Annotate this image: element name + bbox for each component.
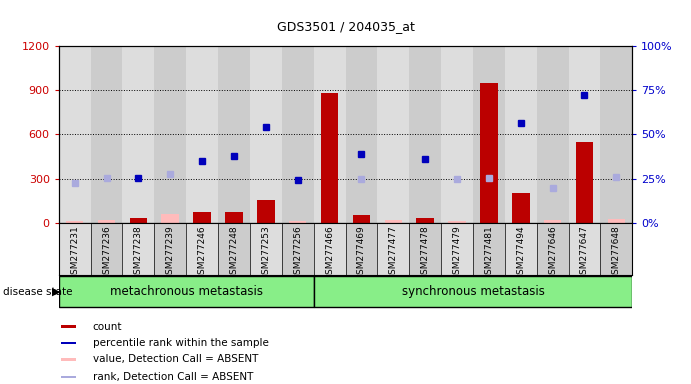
- Bar: [346, 223, 377, 275]
- Bar: [314, 223, 346, 275]
- Bar: [225, 212, 243, 223]
- Bar: [377, 46, 409, 223]
- Bar: [250, 46, 282, 223]
- Bar: [282, 46, 314, 223]
- Bar: [537, 223, 569, 275]
- Text: GSM277246: GSM277246: [198, 225, 207, 280]
- Bar: [257, 200, 274, 223]
- Bar: [417, 218, 434, 223]
- Bar: [576, 142, 594, 223]
- Bar: [154, 46, 186, 223]
- Bar: [59, 46, 91, 223]
- Bar: [282, 223, 314, 275]
- Bar: [352, 215, 370, 223]
- Bar: [505, 46, 537, 223]
- Bar: [122, 46, 154, 223]
- Text: GSM277481: GSM277481: [484, 225, 493, 280]
- Bar: [122, 223, 154, 275]
- Bar: [441, 223, 473, 275]
- Text: GSM277256: GSM277256: [293, 225, 302, 280]
- FancyBboxPatch shape: [314, 276, 632, 307]
- Bar: [61, 342, 77, 344]
- Bar: [186, 46, 218, 223]
- Bar: [377, 223, 409, 275]
- Bar: [61, 376, 77, 378]
- Text: GDS3501 / 204035_at: GDS3501 / 204035_at: [276, 20, 415, 33]
- Text: metachronous metastasis: metachronous metastasis: [110, 285, 263, 298]
- Bar: [409, 46, 441, 223]
- Text: ▶: ▶: [52, 287, 60, 297]
- Text: GSM277647: GSM277647: [580, 225, 589, 280]
- Bar: [162, 214, 179, 223]
- Bar: [441, 46, 473, 223]
- Bar: [512, 193, 529, 223]
- Bar: [218, 223, 250, 275]
- Bar: [289, 220, 307, 223]
- Bar: [607, 219, 625, 223]
- Bar: [505, 223, 537, 275]
- Bar: [321, 93, 339, 223]
- Bar: [91, 46, 122, 223]
- Bar: [600, 223, 632, 275]
- Text: count: count: [93, 322, 122, 332]
- Bar: [154, 223, 186, 275]
- Text: GSM277236: GSM277236: [102, 225, 111, 280]
- Text: GSM277253: GSM277253: [261, 225, 270, 280]
- Text: GSM277478: GSM277478: [421, 225, 430, 280]
- Text: GSM277231: GSM277231: [70, 225, 79, 280]
- Bar: [66, 220, 84, 223]
- Bar: [473, 223, 505, 275]
- Text: GSM277494: GSM277494: [516, 225, 525, 280]
- Bar: [218, 46, 250, 223]
- Bar: [448, 220, 466, 223]
- Bar: [97, 220, 115, 223]
- Text: GSM277648: GSM277648: [612, 225, 621, 280]
- Bar: [59, 223, 91, 275]
- Text: GSM277477: GSM277477: [389, 225, 398, 280]
- Bar: [409, 223, 441, 275]
- Text: GSM277479: GSM277479: [453, 225, 462, 280]
- Bar: [569, 46, 600, 223]
- Text: synchronous metastasis: synchronous metastasis: [401, 285, 545, 298]
- Text: GSM277239: GSM277239: [166, 225, 175, 280]
- Text: percentile rank within the sample: percentile rank within the sample: [93, 338, 269, 348]
- Text: value, Detection Call = ABSENT: value, Detection Call = ABSENT: [93, 354, 258, 364]
- Bar: [544, 220, 561, 223]
- Text: disease state: disease state: [3, 287, 73, 297]
- Bar: [346, 46, 377, 223]
- Bar: [600, 46, 632, 223]
- Bar: [314, 46, 346, 223]
- Bar: [473, 46, 505, 223]
- Bar: [61, 325, 77, 328]
- Bar: [193, 212, 211, 223]
- Bar: [250, 223, 282, 275]
- Bar: [480, 83, 498, 223]
- Text: GSM277646: GSM277646: [548, 225, 557, 280]
- Bar: [537, 46, 569, 223]
- Bar: [569, 223, 600, 275]
- Bar: [130, 218, 147, 223]
- Bar: [384, 220, 402, 223]
- Text: GSM277248: GSM277248: [229, 225, 238, 280]
- Text: GSM277466: GSM277466: [325, 225, 334, 280]
- Bar: [186, 223, 218, 275]
- Bar: [91, 223, 122, 275]
- Text: GSM277469: GSM277469: [357, 225, 366, 280]
- Text: rank, Detection Call = ABSENT: rank, Detection Call = ABSENT: [93, 372, 253, 382]
- Text: GSM277238: GSM277238: [134, 225, 143, 280]
- FancyBboxPatch shape: [59, 276, 314, 307]
- Bar: [61, 358, 77, 361]
